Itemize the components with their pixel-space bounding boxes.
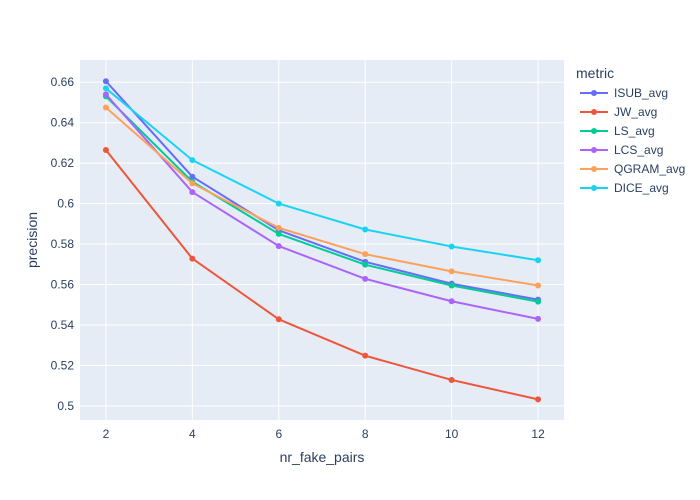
y-tick-label: 0.62	[51, 156, 75, 170]
data-point-qgram-avg	[275, 224, 282, 231]
legend-swatch-marker	[591, 90, 597, 96]
legend-label: JW_avg	[614, 105, 657, 119]
series-qgram-avg	[102, 104, 542, 289]
data-point-jw-avg	[448, 376, 455, 383]
series-line-ls-avg	[105, 95, 539, 303]
x-axis-ticks: 2 4 6 8 10 12	[103, 427, 545, 441]
legend-swatch-marker	[591, 147, 597, 153]
x-axis-title: nr_fake_pairs	[280, 449, 365, 465]
series-line-lcs-avg	[105, 93, 539, 320]
x-tick-label: 12	[531, 427, 545, 441]
legend-item-dice-avg[interactable]: DICE_avg	[580, 181, 669, 195]
x-tick-label: 8	[362, 427, 369, 441]
y-tick-label: 0.64	[51, 116, 75, 130]
data-point-lcs-avg	[362, 275, 369, 282]
legend-item-lcs-avg[interactable]: LCS_avg	[580, 143, 663, 157]
data-point-isub-avg	[189, 173, 196, 180]
legend-swatch-marker	[591, 109, 597, 115]
legend-item-ls-avg[interactable]: LS_avg	[580, 124, 655, 138]
data-point-lcs-avg	[275, 243, 282, 250]
series-dice-avg	[102, 85, 542, 264]
data-point-jw-avg	[275, 316, 282, 323]
data-point-ls-avg	[448, 282, 455, 289]
legend-swatch-marker	[591, 128, 597, 134]
y-tick-label: 0.54	[51, 318, 75, 332]
legend-swatch-marker	[591, 185, 597, 191]
grid	[80, 60, 564, 420]
data-point-qgram-avg	[448, 268, 455, 275]
series-line-dice-avg	[105, 87, 539, 262]
data-point-qgram-avg	[189, 180, 196, 187]
data-point-lcs-avg	[448, 298, 455, 305]
data-point-dice-avg	[535, 257, 542, 264]
series-line-isub-avg	[105, 80, 539, 301]
legend-label: DICE_avg	[614, 181, 669, 195]
series-jw-avg	[102, 147, 542, 403]
legend-item-qgram-avg[interactable]: QGRAM_avg	[580, 162, 685, 176]
data-point-dice-avg	[102, 85, 109, 92]
data-point-lcs-avg	[102, 91, 109, 98]
legend-swatch-marker	[591, 166, 597, 172]
data-point-jw-avg	[362, 352, 369, 359]
legend-label: LCS_avg	[614, 143, 663, 157]
y-axis-ticks: 0.5 0.52 0.54 0.56 0.58 0.6 0.62 0.64 0.66	[51, 75, 75, 413]
data-point-ls-avg	[535, 298, 542, 305]
legend-item-jw-avg[interactable]: JW_avg	[580, 105, 657, 119]
y-tick-label: 0.6	[57, 197, 74, 211]
data-point-dice-avg	[448, 243, 455, 250]
x-tick-label: 10	[445, 427, 459, 441]
y-tick-label: 0.66	[51, 75, 75, 89]
data-point-jw-avg	[102, 147, 109, 153]
series-line-jw-avg	[105, 149, 539, 401]
data-point-dice-avg	[189, 157, 196, 164]
data-point-isub-avg	[102, 78, 109, 85]
data-point-lcs-avg	[535, 315, 542, 322]
data-point-ls-avg	[362, 261, 369, 268]
data-point-lcs-avg	[189, 189, 196, 196]
legend-label: LS_avg	[614, 124, 655, 138]
x-tick-label: 4	[189, 427, 196, 441]
data-point-qgram-avg	[362, 251, 369, 258]
y-axis-title: precision	[24, 212, 40, 268]
x-tick-label: 6	[275, 427, 282, 441]
data-point-ls-avg	[275, 230, 282, 237]
y-tick-label: 0.58	[51, 237, 75, 251]
legend[interactable]: metric ISUB_avg JW_avg LS_avg LCS_avg QGRAM_…	[576, 65, 685, 195]
data-point-qgram-avg	[102, 104, 109, 111]
data-point-dice-avg	[362, 226, 369, 233]
data-point-jw-avg	[189, 255, 196, 262]
series-lcs-avg	[102, 91, 542, 322]
series-line-qgram-avg	[105, 106, 539, 287]
data-point-qgram-avg	[535, 282, 542, 289]
legend-item-isub-avg[interactable]: ISUB_avg	[580, 86, 668, 100]
legend-title: metric	[576, 65, 614, 81]
y-tick-label: 0.56	[51, 277, 75, 291]
data-point-dice-avg	[275, 200, 282, 207]
legend-label: QGRAM_avg	[614, 162, 685, 176]
series-layer	[102, 78, 542, 403]
x-tick-label: 2	[103, 427, 110, 441]
y-tick-label: 0.5	[57, 399, 74, 413]
y-tick-label: 0.52	[51, 358, 75, 372]
data-point-jw-avg	[535, 396, 542, 403]
legend-label: ISUB_avg	[614, 86, 668, 100]
